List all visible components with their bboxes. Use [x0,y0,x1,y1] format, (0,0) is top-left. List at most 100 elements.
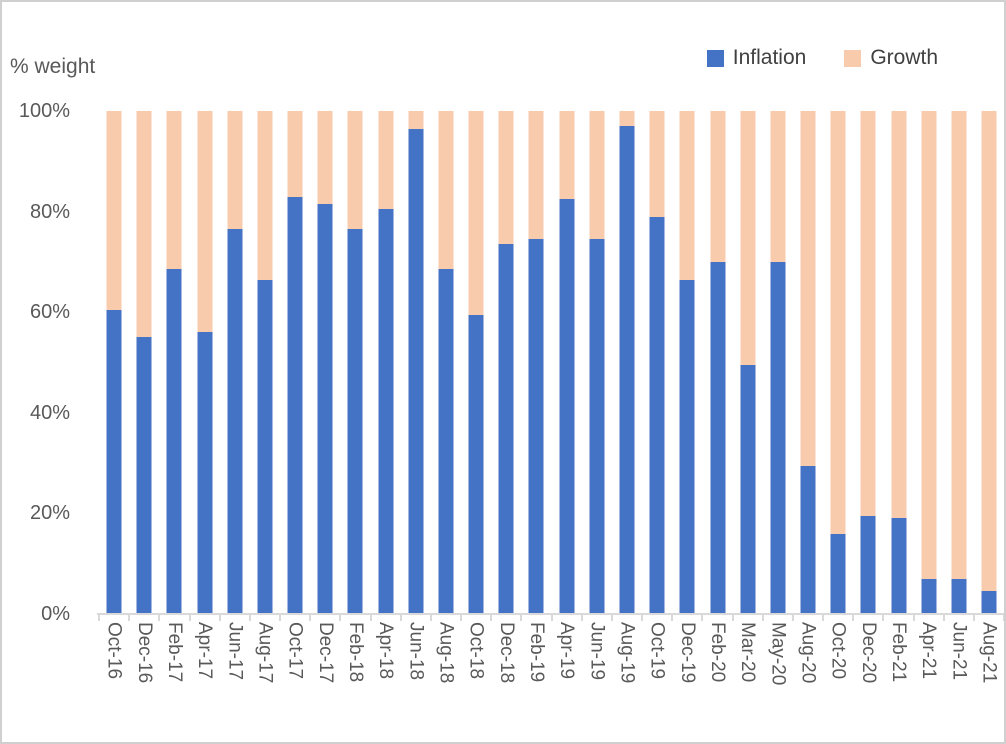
y-axis-tick-label: 20% [29,502,70,525]
y-axis-tick-label: 0% [41,603,70,625]
bar-segment-inflation [559,199,575,614]
axis-tick [460,615,462,621]
bar-segment-inflation [106,309,122,614]
bar-stack [914,111,944,614]
axis-tick [701,615,704,621]
bar-segment-inflation [227,229,243,614]
axis-tick [671,615,674,621]
legend-label-growth: Growth [870,46,938,69]
axis-tick [339,615,342,621]
bar-segment-growth [438,111,454,270]
bar-segment-growth [136,111,152,338]
bar-segment-inflation [528,239,544,614]
bar-segment-inflation [921,578,937,614]
bar-segment-inflation [468,314,484,614]
bar-stack [461,111,491,614]
bar-stack [642,111,672,614]
y-axis-tick-label: 80% [29,200,70,223]
axis-tick [852,615,855,621]
axis-tick [399,615,402,621]
bar-segment-inflation [287,196,303,614]
x-axis-tick-label: Oct-18 [465,622,487,680]
axis-tick [309,615,312,621]
bar-stack [401,111,431,614]
bar-segment-growth [408,111,424,129]
axis-tick [791,615,794,621]
legend-swatch-inflation-icon [706,49,724,67]
x-axis-ticks [98,615,1004,621]
bar-segment-inflation [891,518,907,614]
axis-tick [429,615,432,621]
bar-segment-growth [528,111,544,240]
axis-tick [942,615,945,621]
bar-stack [99,111,129,614]
bar-segment-growth [378,111,394,210]
x-axis-tick-label: May-20 [767,622,789,686]
plot-area [99,111,1004,614]
axis-tick [248,615,251,621]
bar-stack [702,111,732,614]
bar-segment-inflation [740,365,756,614]
legend-label-inflation: Inflation [732,46,807,69]
bar-segment-growth [740,111,756,365]
bar-segment-inflation [710,261,726,614]
y-axis-tick-label: 60% [29,301,70,324]
axis-tick [761,615,764,621]
bar-segment-growth [951,111,967,579]
bar-segment-growth [559,111,575,200]
bar-stack [310,111,340,614]
bar-stack [340,111,370,614]
bar-segment-inflation [770,261,786,614]
bar-stack [763,111,793,614]
bar-segment-growth [770,111,786,262]
bar-segment-inflation [408,128,424,614]
bar-segment-inflation [951,578,967,614]
bar-segment-growth [891,111,907,519]
x-axis-tick-label: Oct-16 [103,622,125,680]
legend: Inflation Growth [706,46,938,70]
x-axis-tick-label: Jun-19 [586,622,608,681]
bar-segment-inflation [378,209,394,614]
bar-segment-inflation [589,239,605,614]
bar-segment-growth [106,111,122,310]
bar-segment-growth [710,111,726,262]
bar-segment-inflation [347,229,363,614]
bar-segment-inflation [317,204,333,614]
bar-segment-inflation [438,269,454,614]
y-axis-tick-label: 100% [18,100,70,122]
bar-stack [159,111,189,614]
x-axis-tick-label: Jun-18 [405,622,427,681]
axis-tick [580,615,583,621]
x-axis-tick-label: Feb-19 [525,622,547,683]
bar-segment-inflation [649,216,665,614]
axis-tick [550,615,553,621]
bar-segment-growth [166,111,182,270]
axis-tick [128,615,131,621]
bar-stack [431,111,461,614]
bar-stack [250,111,280,614]
x-axis-tick-label: Dec-19 [676,622,698,684]
bar-segment-growth [679,111,695,280]
bar-segment-growth [649,111,665,217]
bar-stack [672,111,702,614]
axis-tick [641,615,643,621]
bar-segment-inflation [981,591,997,614]
x-axis-tick-label: Feb-21 [888,622,910,683]
legend-item-growth: Growth [844,46,938,70]
bar-segment-growth [860,111,876,516]
x-axis-tick-label: Aug-19 [616,622,638,684]
bar-segment-inflation [257,279,273,614]
x-axis-tick-label: Dec-18 [495,622,517,684]
bar-segment-growth [830,111,846,534]
x-axis-tick-label: Jun-21 [948,622,970,681]
bar-stack [793,111,823,614]
bar-stack [280,111,310,614]
bar-segment-inflation [197,332,213,614]
bar-stack [733,111,763,614]
axis-tick [610,615,613,621]
x-axis-tick-label: Dec-16 [133,622,155,684]
bar-segment-growth [257,111,273,280]
bar-segment-inflation [136,337,152,614]
x-axis-tick-label: Apr-19 [556,622,578,680]
bar-stack [552,111,582,614]
